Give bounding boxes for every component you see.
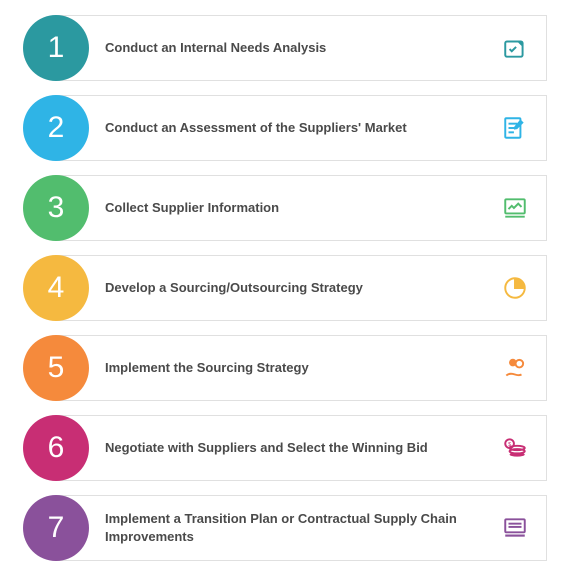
step-label: Implement a Transition Plan or Contractu…	[105, 510, 486, 545]
analysis-icon	[502, 35, 528, 61]
step-number: 5	[48, 351, 65, 385]
implement-icon	[502, 355, 528, 381]
step-number-circle: 2	[23, 95, 89, 161]
step-row: 6 Negotiate with Suppliers and Select th…	[56, 414, 547, 482]
step-label: Implement the Sourcing Strategy	[105, 359, 309, 377]
step-label: Develop a Sourcing/Outsourcing Strategy	[105, 279, 363, 297]
svg-text:$: $	[508, 442, 511, 448]
strategy-icon	[502, 275, 528, 301]
step-number-circle: 5	[23, 335, 89, 401]
step-number: 2	[48, 111, 65, 145]
step-row: 7 Implement a Transition Plan or Contrac…	[56, 494, 547, 562]
step-number-circle: 1	[23, 15, 89, 81]
step-row: 5 Implement the Sourcing Strategy	[56, 334, 547, 402]
step-row: 1 Conduct an Internal Needs Analysis	[56, 14, 547, 82]
step-box: Conduct an Internal Needs Analysis	[56, 15, 547, 81]
step-row: 2 Conduct an Assessment of the Suppliers…	[56, 94, 547, 162]
step-number: 4	[48, 271, 65, 305]
step-label: Conduct an Assessment of the Suppliers' …	[105, 119, 407, 137]
step-box: Collect Supplier Information	[56, 175, 547, 241]
step-number: 7	[48, 511, 65, 545]
step-row: 3 Collect Supplier Information	[56, 174, 547, 242]
step-box: Conduct an Assessment of the Suppliers' …	[56, 95, 547, 161]
step-box: Develop a Sourcing/Outsourcing Strategy	[56, 255, 547, 321]
negotiate-icon: $	[502, 435, 528, 461]
step-label: Negotiate with Suppliers and Select the …	[105, 439, 428, 457]
transition-icon	[502, 515, 528, 541]
step-number-circle: 4	[23, 255, 89, 321]
information-icon	[502, 195, 528, 221]
step-number: 3	[48, 191, 65, 225]
step-number: 1	[48, 31, 65, 65]
step-box: Implement the Sourcing Strategy	[56, 335, 547, 401]
step-box: Implement a Transition Plan or Contractu…	[56, 495, 547, 561]
step-number-circle: 3	[23, 175, 89, 241]
step-number: 6	[48, 431, 65, 465]
step-box: Negotiate with Suppliers and Select the …	[56, 415, 547, 481]
step-row: 4 Develop a Sourcing/Outsourcing Strateg…	[56, 254, 547, 322]
step-number-circle: 6	[23, 415, 89, 481]
step-label: Conduct an Internal Needs Analysis	[105, 39, 326, 57]
step-label: Collect Supplier Information	[105, 199, 279, 217]
assessment-icon	[502, 115, 528, 141]
step-number-circle: 7	[23, 495, 89, 561]
